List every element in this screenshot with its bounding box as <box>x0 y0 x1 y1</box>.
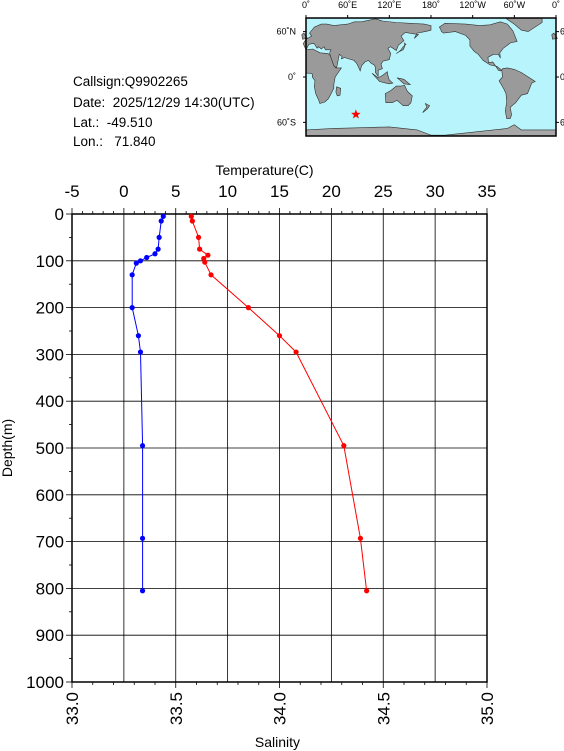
salinity-data-point <box>129 272 135 278</box>
temperature-tick-label: 25 <box>374 182 393 201</box>
map-lat-label: 60˚N <box>276 27 296 37</box>
map-lon-label: 120˚E <box>377 0 401 10</box>
temperature-tick-label: 0 <box>119 182 128 201</box>
map-lon-label: 0˚ <box>552 0 560 10</box>
salinity-data-point <box>160 213 166 219</box>
salinity-tick-label: 35.0 <box>478 692 497 725</box>
temperature-data-point <box>208 272 214 278</box>
map-lat-label: 60˚N <box>560 27 564 37</box>
temperature-data-point <box>197 246 203 252</box>
new-zealand-land <box>422 102 431 113</box>
salinity-tick-label: 33.5 <box>167 692 186 725</box>
south-america-land <box>498 67 536 119</box>
salinity-tick-label: 34.0 <box>271 692 290 725</box>
callsign-text: Callsign:Q9902265 <box>73 74 188 89</box>
australia-land <box>384 84 413 106</box>
map-lon-label: 120˚W <box>459 0 486 10</box>
salinity-data-point <box>139 588 146 594</box>
salinity-data-point <box>135 333 141 339</box>
map-lon-label: 60˚E <box>338 0 357 10</box>
temperature-tick-label: 30 <box>426 182 445 201</box>
longitude-text: Lon.: 71.840 <box>73 134 156 149</box>
temperature-data-point <box>364 588 370 594</box>
temperature-tick-label: 20 <box>322 182 341 201</box>
indonesia-land <box>371 71 394 85</box>
salinity-data-point <box>129 305 135 311</box>
salinity-tick-label: 33.0 <box>63 692 82 725</box>
plot-frame <box>71 213 488 683</box>
temperature-data-point <box>195 234 202 240</box>
salinity-data-point <box>137 258 144 264</box>
depth-tick-label: 900 <box>36 626 64 645</box>
japan-land <box>396 42 407 54</box>
temperature-data-point <box>188 213 194 219</box>
north-america-land <box>438 21 518 72</box>
temperature-data-point <box>293 349 299 355</box>
salinity-data-point <box>158 218 164 224</box>
salinity-data-point <box>156 234 162 240</box>
temperature-data-point <box>341 443 347 449</box>
depth-tick-label: 500 <box>36 439 64 458</box>
depth-axis-label: Depth(m) <box>0 419 15 477</box>
temperature-tick-label: 10 <box>218 182 237 201</box>
salinity-data-point <box>144 254 150 261</box>
depth-tick-label: 1000 <box>26 673 64 692</box>
map-lat-label: 0˚ <box>288 72 296 82</box>
map-lat-label: 60˚S <box>560 117 564 127</box>
depth-tick-label: 100 <box>36 252 64 271</box>
salinity-tick-label: 34.5 <box>374 692 393 725</box>
station-star-icon <box>351 109 361 119</box>
depth-tick-label: 600 <box>36 486 64 505</box>
salinity-data-point <box>133 260 139 266</box>
depth-tick-label: 0 <box>55 205 64 224</box>
salinity-data-point <box>155 246 161 252</box>
temperature-tick-label: -5 <box>64 182 79 201</box>
depth-tick-label: 400 <box>36 392 64 411</box>
salinity-data-point <box>139 535 146 541</box>
temperature-data-point <box>357 535 364 541</box>
temperature-tick-label: 35 <box>478 182 497 201</box>
temperature-tick-label: 5 <box>171 182 180 201</box>
latitude-text: Lat.: -49.510 <box>73 115 153 130</box>
temperature-data-point <box>276 333 283 339</box>
date-text: Date: 2025/12/29 14:30(UTC) <box>73 95 255 110</box>
temperature-tick-label: 15 <box>270 182 289 201</box>
depth-tick-label: 800 <box>36 579 64 598</box>
africa-land <box>305 48 342 104</box>
salinity-data-point <box>137 349 144 355</box>
map-lat-label: 60˚S <box>277 117 296 127</box>
temperature-data-point <box>189 218 195 224</box>
salinity-data-point <box>152 251 158 257</box>
temperature-data-point <box>202 259 208 265</box>
depth-tick-label: 300 <box>36 345 64 364</box>
map-lat-label: 0˚ <box>560 72 564 82</box>
new-guinea-land <box>396 77 412 86</box>
temperature-data-point <box>205 252 211 258</box>
salinity-data-point <box>139 443 146 449</box>
temperature-axis-label: Temperature(C) <box>215 162 313 178</box>
temperature-data-point <box>245 305 251 311</box>
map-lon-label: 0˚ <box>302 0 310 10</box>
map-lon-label: 180˚ <box>422 0 440 10</box>
map-lon-label: 60˚W <box>504 0 526 10</box>
depth-tick-label: 200 <box>36 299 64 318</box>
depth-tick-label: 700 <box>36 533 64 552</box>
madagascar-land <box>335 86 342 97</box>
salinity-axis-label: Salinity <box>255 734 300 750</box>
